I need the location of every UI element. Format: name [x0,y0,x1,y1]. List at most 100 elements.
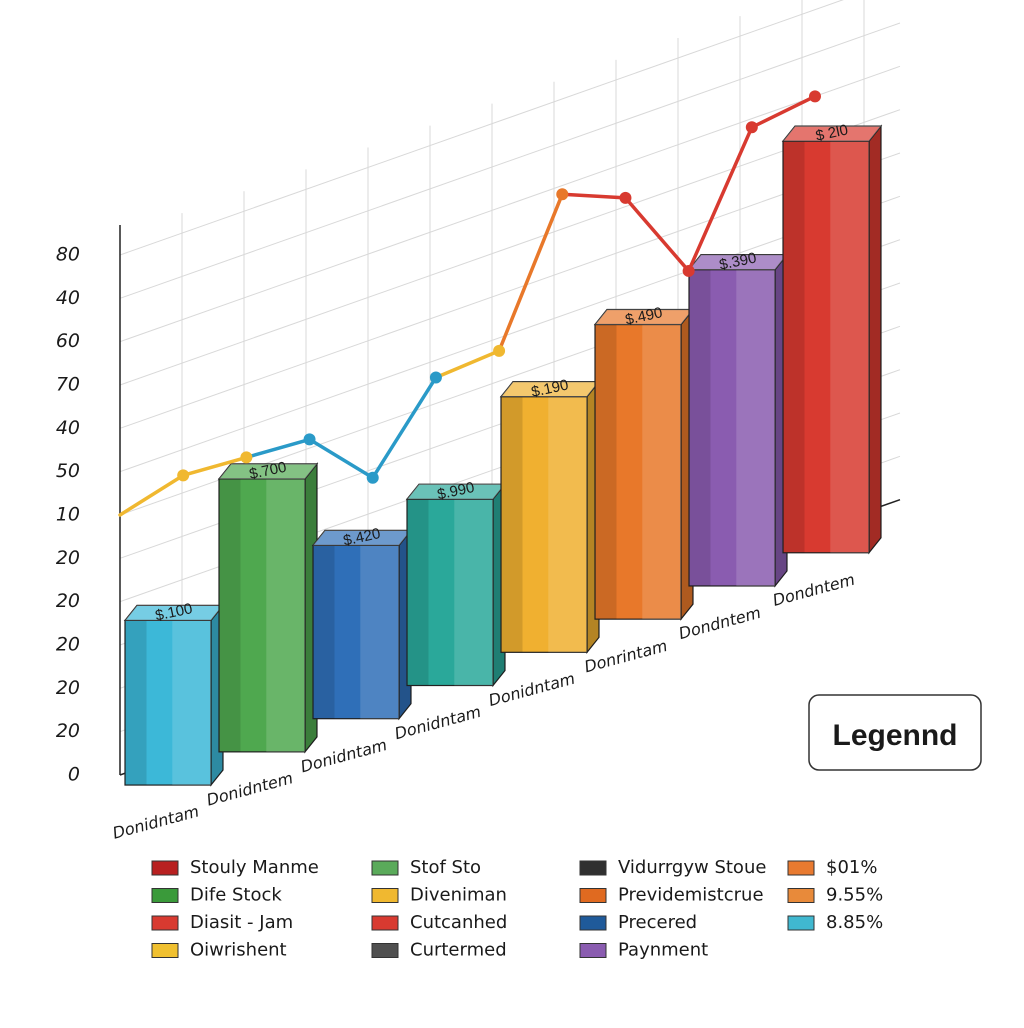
bar-highlight [360,545,399,719]
y-tick-label: 0 [68,764,80,786]
bar-group: $.420 [311,525,413,721]
bar [688,269,776,587]
grid-line [119,22,901,299]
bar [124,619,212,786]
y-tick-label: 50 [56,460,80,482]
bar-top [781,125,883,142]
y-tick-label: 70 [56,374,80,396]
bar [594,323,682,620]
legend: Stouly Manme Dife Stock Diasit - Jam Oiwris… [151,857,883,961]
bar [406,498,494,687]
line-segment [623,196,691,273]
line-segment [434,349,501,380]
grid-line [119,152,901,429]
legend-swatch [371,860,399,876]
bar-top-light [313,530,411,546]
bar [312,544,400,720]
y-tick-label: 20 [56,720,80,742]
legend-swatch [371,915,399,931]
legend-title: Legennd [833,719,958,752]
bar-top-light [407,484,505,500]
line-segment [118,473,185,517]
legend-swatch [151,860,179,876]
y-tick-label: 60 [56,330,80,352]
line-point [809,90,821,103]
bar-group: $.700 [217,459,319,754]
grid-line [119,0,844,256]
y-tick-label: 40 [56,287,80,309]
legend-label: Vidurrgyw Stoue [618,857,766,878]
legend-swatch [787,860,815,876]
legend-label: Stof Sto [410,857,481,878]
y-tick-label: 20 [56,634,80,656]
bar [218,478,306,753]
legend-swatch [579,888,607,903]
line-segment [497,192,565,353]
legend-swatch [579,860,607,876]
bar-top-light [219,463,317,479]
bar-highlight [172,620,211,786]
legend-swatch [371,888,399,903]
y-tick-label: 20 [56,677,80,699]
legend-label: 9.55% [826,885,883,906]
bar-label: $ 2l0 [814,121,849,144]
bar-top-light [125,605,223,621]
bar-highlight [548,396,587,653]
line-point [493,344,506,357]
line-segment [560,192,628,200]
line-point [303,433,316,446]
legend-label: Previdemistcrue [618,885,764,906]
legend-label: 8.85% [826,912,883,933]
line-point [429,371,442,384]
legend-swatch [151,888,179,903]
bar [500,396,588,653]
bar-top-light [501,381,599,397]
grid-line [119,195,901,473]
y-tick-label: 20 [56,547,80,569]
bar-top-light [783,126,881,142]
legend-label: Paynment [618,940,708,961]
bar-shade [313,545,335,719]
legend-swatch [151,943,179,958]
legend-label: Curtermed [410,940,507,961]
line-point [366,471,379,484]
legend-swatch [579,915,607,931]
bar-group: $.990 [405,479,507,688]
line-segment [181,455,249,478]
line-point [177,469,190,482]
line-point [556,188,569,201]
bar-highlight [454,499,493,686]
grid-line [119,109,901,386]
bar-group: $.390 [687,249,789,588]
y-tick-label: 80 [56,244,80,266]
bar-shade [689,269,711,586]
bar-top [217,463,319,480]
legend-swatch [787,915,815,931]
legend-label: Dife Stock [190,885,282,906]
line-point [240,451,253,464]
bar-shade [219,478,241,752]
bar-highlight [830,141,869,553]
bar-shade [595,324,617,620]
legend-swatch [579,943,607,958]
legend-swatch [787,888,815,903]
bar-top-light [689,254,787,270]
legend-label: Stouly Manme [190,857,319,878]
line-series [118,90,821,517]
bar-group: $.490 [593,304,695,621]
legend-box: Legennd [808,694,982,771]
legend-label: Oiwrishent [190,940,287,961]
line-segment [750,94,817,130]
bar-shade [407,499,429,686]
legend-label: Cutcanhed [410,912,507,933]
legend-label: Diasit - Jam [190,912,293,933]
bar-group: $.100 [123,600,225,787]
bar-highlight [266,478,305,752]
line-segment [686,125,754,273]
x-tick-label: Donidntam [110,801,201,842]
legend-label: Diveniman [410,885,507,906]
bar-highlight [736,269,775,586]
line-point [745,121,758,134]
legend-label: Precered [618,912,697,933]
